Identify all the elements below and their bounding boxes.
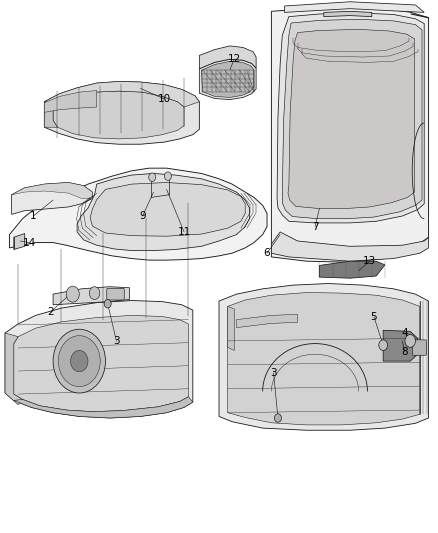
Polygon shape [324, 11, 372, 17]
Text: 12: 12 [228, 54, 241, 64]
Text: 1: 1 [30, 211, 37, 221]
Polygon shape [228, 293, 420, 425]
Circle shape [71, 351, 88, 372]
Polygon shape [53, 287, 130, 305]
Polygon shape [319, 261, 385, 278]
Polygon shape [12, 182, 92, 198]
Polygon shape [53, 91, 184, 139]
Text: 8: 8 [401, 346, 408, 357]
Polygon shape [283, 19, 422, 219]
Text: 6: 6 [264, 248, 270, 258]
Text: 3: 3 [270, 368, 277, 378]
Text: 11: 11 [177, 227, 191, 237]
Polygon shape [201, 61, 254, 98]
Polygon shape [5, 333, 22, 405]
Circle shape [53, 329, 106, 393]
Polygon shape [272, 7, 428, 262]
Text: 13: 13 [363, 256, 376, 266]
Circle shape [89, 287, 100, 300]
Polygon shape [5, 301, 193, 418]
Polygon shape [288, 29, 415, 208]
Polygon shape [14, 316, 188, 411]
Polygon shape [199, 46, 256, 69]
Polygon shape [44, 91, 97, 112]
Text: 5: 5 [371, 312, 377, 322]
Circle shape [164, 172, 171, 180]
Polygon shape [219, 284, 428, 430]
Circle shape [58, 336, 100, 386]
Polygon shape [383, 330, 418, 361]
Polygon shape [90, 182, 245, 236]
Polygon shape [12, 182, 92, 214]
Polygon shape [44, 102, 57, 127]
Polygon shape [14, 233, 25, 249]
FancyBboxPatch shape [107, 288, 124, 300]
Text: 10: 10 [158, 94, 171, 104]
Circle shape [66, 286, 79, 302]
Polygon shape [199, 59, 256, 100]
Polygon shape [277, 13, 424, 223]
Circle shape [104, 300, 111, 308]
Polygon shape [44, 82, 199, 144]
Text: 2: 2 [48, 306, 54, 317]
Text: 3: 3 [113, 336, 120, 346]
Polygon shape [77, 173, 250, 251]
Polygon shape [285, 2, 424, 12]
Polygon shape [272, 232, 428, 261]
Text: 7: 7 [312, 222, 318, 232]
Circle shape [149, 173, 155, 181]
FancyBboxPatch shape [413, 340, 426, 356]
Text: 14: 14 [22, 238, 36, 247]
Text: 9: 9 [139, 211, 146, 221]
Circle shape [379, 340, 388, 351]
Polygon shape [237, 314, 297, 328]
Polygon shape [10, 168, 267, 260]
Text: 4: 4 [401, 328, 408, 338]
Circle shape [405, 335, 416, 348]
Polygon shape [44, 82, 199, 107]
Polygon shape [228, 306, 234, 351]
Circle shape [275, 414, 282, 422]
Polygon shape [14, 397, 193, 418]
